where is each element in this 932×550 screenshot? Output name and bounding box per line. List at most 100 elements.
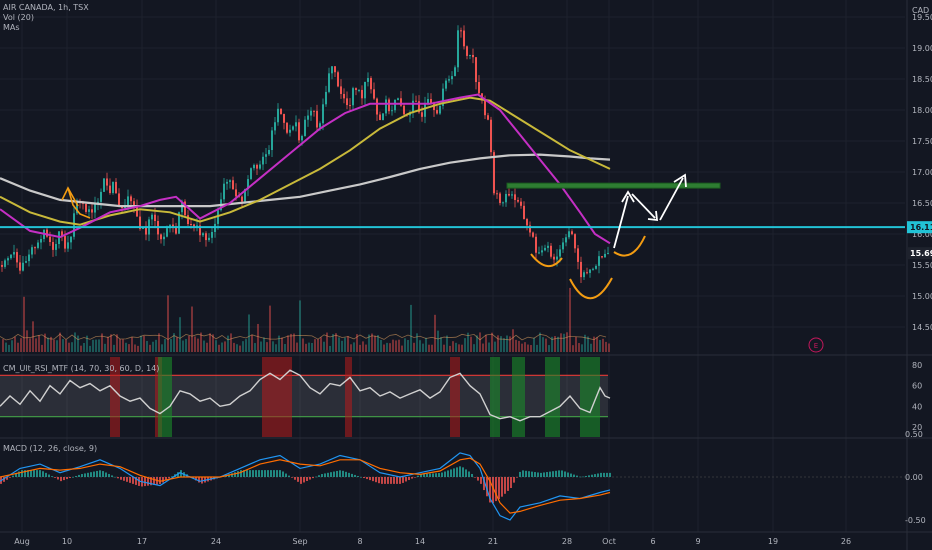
candle-body (172, 224, 174, 227)
volume-bar (47, 337, 49, 352)
macd-pane (0, 452, 905, 521)
candle-body (352, 88, 354, 106)
candle-body (418, 101, 420, 113)
rsi-overbought-zone (450, 357, 460, 437)
candle-body (184, 201, 186, 216)
macd-histogram-bar (534, 472, 536, 477)
volume-bar (323, 341, 325, 352)
candle-body (178, 212, 180, 234)
macd-histogram-bar (138, 477, 140, 486)
candle-body (472, 54, 474, 58)
volume-bar (98, 339, 100, 352)
macd-histogram-bar (42, 471, 44, 477)
last-price-tag: 15.69 (910, 249, 932, 258)
volume-bar (395, 340, 397, 352)
candle-body (160, 234, 162, 240)
volume-bar (293, 333, 295, 352)
volume-bar (479, 332, 481, 352)
macd-histogram-bar (492, 477, 494, 504)
volume-bar (545, 338, 547, 352)
macd-histogram-bar (393, 477, 395, 484)
macd-histogram-bar (285, 473, 287, 477)
candle-body (271, 130, 273, 151)
macd-histogram-bar (483, 477, 485, 491)
volume-bar (311, 342, 313, 352)
volume-bar (185, 338, 187, 352)
volume-bar (548, 345, 550, 352)
macd-histogram-bar (279, 470, 281, 477)
macd-histogram-bar (102, 471, 104, 477)
volume-bar (107, 336, 109, 352)
candle-body (559, 249, 561, 257)
candle-body (235, 189, 237, 197)
volume-bar (5, 342, 7, 352)
volume-bar (53, 339, 55, 352)
volume-bar (590, 343, 592, 352)
candle-body (544, 247, 546, 251)
macd-histogram-bar (339, 470, 341, 477)
macd-histogram-bar (63, 477, 65, 481)
macd-histogram-bar (117, 477, 119, 479)
macd-histogram-bar (126, 477, 128, 482)
candle-body (34, 247, 36, 249)
candle-body (190, 224, 192, 226)
volume-bar (305, 343, 307, 352)
macd-histogram-bar (354, 474, 356, 477)
candle-body (319, 123, 321, 128)
volume-bar (329, 345, 331, 352)
price-tick-label: 18.50 (912, 75, 932, 84)
rsi-indicator-label[interactable]: CM_Ult_RSI_MTF (14, 70, 30, 60, D, 14) (3, 364, 160, 373)
volume-bar (176, 337, 178, 352)
volume-indicator-label[interactable]: Vol (20) (3, 13, 34, 22)
rsi-overbought-zone (110, 357, 120, 437)
candle-body (16, 252, 18, 263)
candle-body (49, 236, 51, 243)
candle-body (541, 250, 543, 253)
volume-bar (137, 345, 139, 352)
symbol-title[interactable]: AIR CANADA, 1h, TSX (3, 3, 89, 12)
chart-legend[interactable]: AIR CANADA, 1h, TSX Vol (20) MAs (3, 3, 89, 33)
volume-bar (605, 341, 607, 352)
macd-histogram-bar (96, 470, 98, 477)
ma-indicator-label[interactable]: MAs (3, 23, 20, 32)
volume-bar (491, 332, 493, 352)
macd-indicator-label[interactable]: MACD (12, 26, close, 9) (3, 444, 98, 453)
candle-body (286, 122, 288, 133)
candle-body (31, 247, 33, 255)
candle-body (127, 196, 129, 207)
macd-histogram-bar (309, 477, 311, 480)
candle-body (607, 252, 609, 254)
volume-bar (314, 339, 316, 352)
volume-bar (302, 338, 304, 352)
candle-body (154, 214, 156, 221)
volume-bar (122, 339, 124, 352)
volume-bar (335, 333, 337, 352)
candle-body (331, 66, 333, 74)
candle-body (256, 164, 258, 169)
candle-body (376, 98, 378, 115)
candle-body (400, 98, 402, 106)
macd-histogram-bar (66, 477, 68, 480)
macd-histogram-bar (36, 470, 38, 477)
candle-body (460, 30, 462, 32)
macd-histogram-bar (432, 473, 434, 477)
macd-histogram-bar (24, 470, 26, 477)
macd-histogram-bar (498, 477, 500, 500)
volume-bar (257, 323, 259, 352)
candle-body (1, 265, 3, 267)
volume-bar (308, 342, 310, 352)
macd-histogram-bar (327, 472, 329, 477)
volume-bar (119, 339, 121, 352)
candle-body (283, 114, 285, 123)
candle-body (259, 164, 261, 169)
drawing-annotations[interactable]: E (0, 173, 905, 353)
candle-body (262, 156, 264, 165)
macd-histogram-bar (105, 472, 107, 477)
candle-body (28, 254, 30, 262)
volume-bar (242, 341, 244, 352)
candle-body (163, 236, 165, 240)
macd-histogram-bar (237, 471, 239, 477)
macd-histogram-bar (33, 470, 35, 477)
macd-histogram-bar (462, 467, 464, 477)
